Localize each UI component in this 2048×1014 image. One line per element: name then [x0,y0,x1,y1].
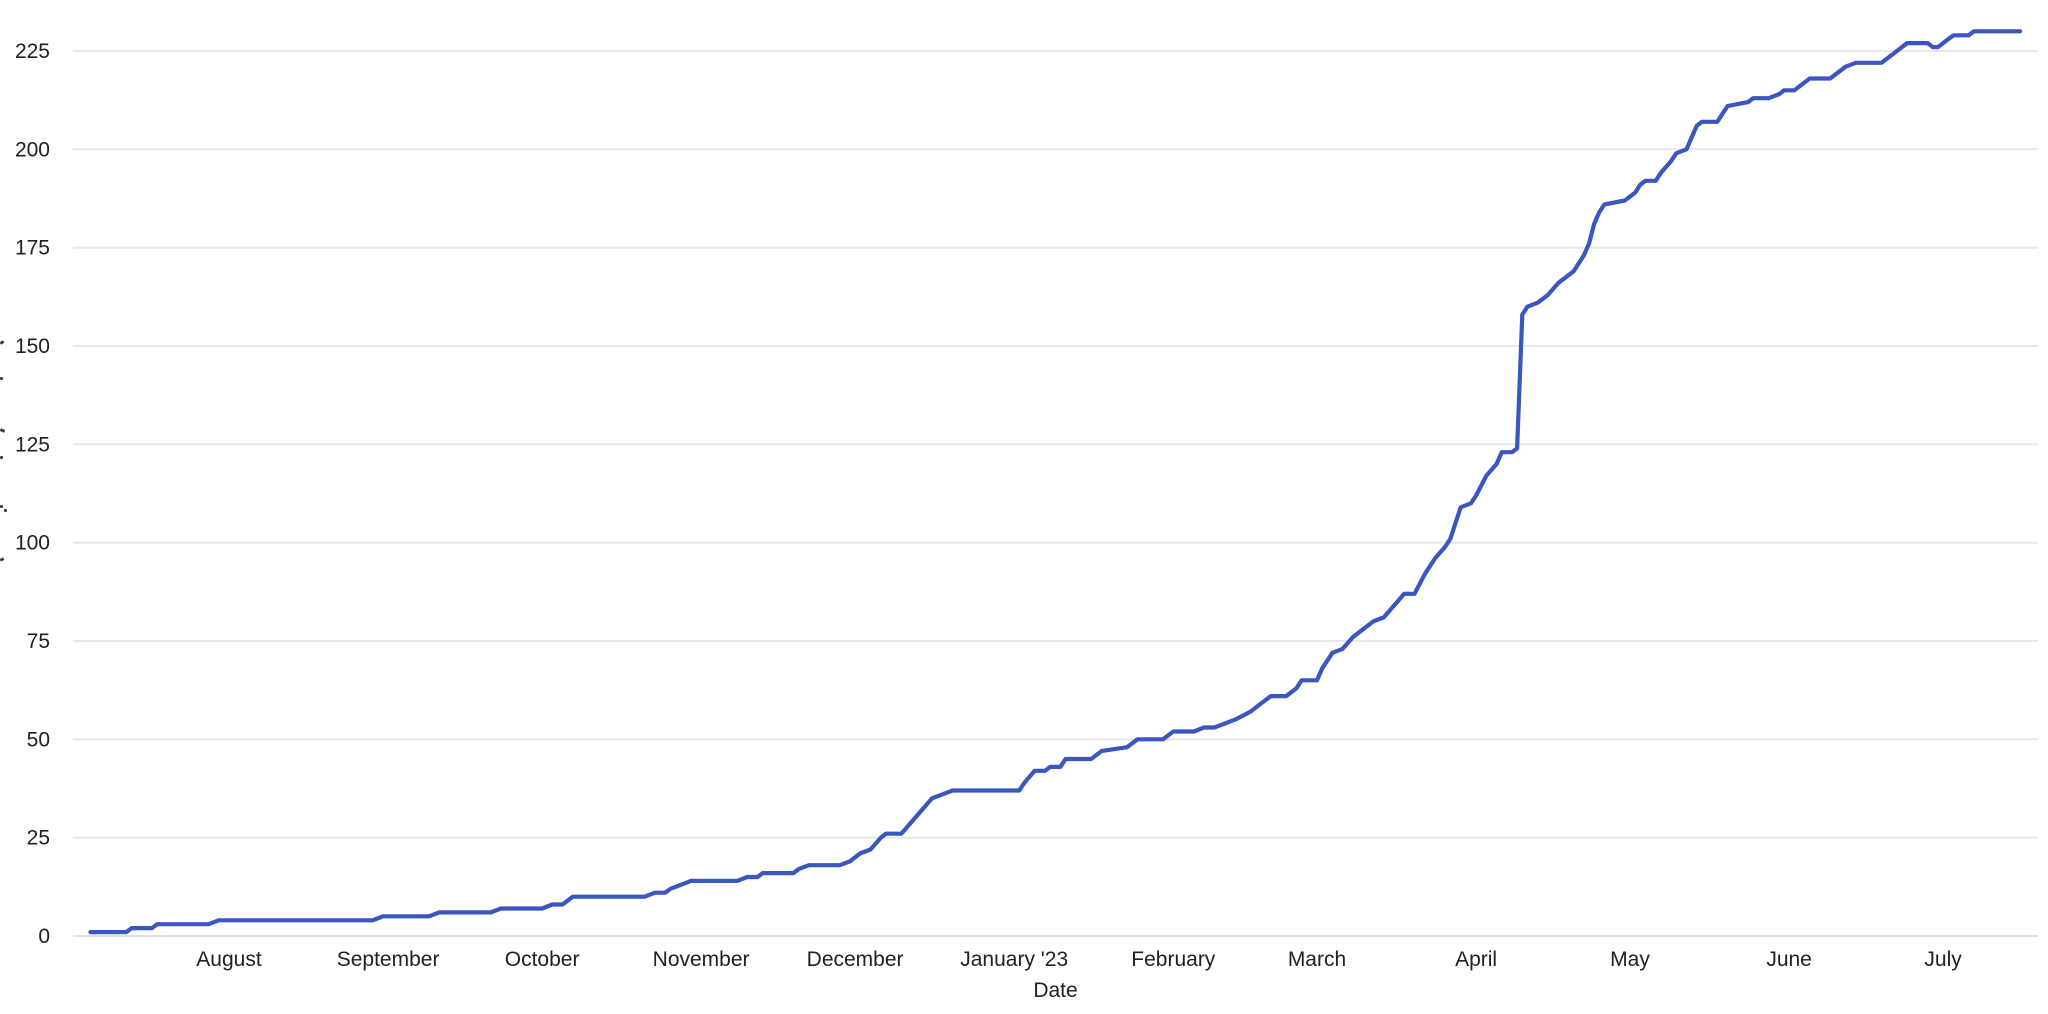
x-tick-label: October [505,948,580,971]
x-tick-label: July [1924,948,1962,971]
y-axis-title-fragment [4,509,7,512]
y-tick-label: 125 [15,433,50,456]
x-axis-title: Date [1033,979,1077,1002]
y-tick-label: 25 [27,827,50,850]
x-tick-label: May [1610,948,1650,971]
y-tick-label: 75 [27,630,50,653]
x-tick-label: June [1766,948,1812,971]
y-tick-label: 0 [38,925,50,948]
x-tick-label: September [337,948,440,971]
x-tick-label: March [1288,948,1346,971]
x-tick-label: February [1131,948,1216,971]
series-line [88,29,2023,935]
y-tick-label: 100 [15,532,50,555]
y-tick-label: 225 [15,40,50,63]
y-axis-title-fragment [0,505,3,508]
x-tick-label: January '23 [960,948,1068,971]
y-tick-label: 200 [15,138,50,161]
x-tick-label: April [1455,948,1497,971]
y-tick-label: 175 [15,237,50,260]
y-tick-label: 50 [27,728,50,751]
y-axis-title-fragment [0,377,3,380]
y-axis-title-fragment [0,456,3,459]
x-tick-label: August [196,948,262,971]
y-tick-label: 150 [15,335,50,358]
x-tick-label: December [807,948,904,971]
x-tick-label: November [653,948,750,971]
